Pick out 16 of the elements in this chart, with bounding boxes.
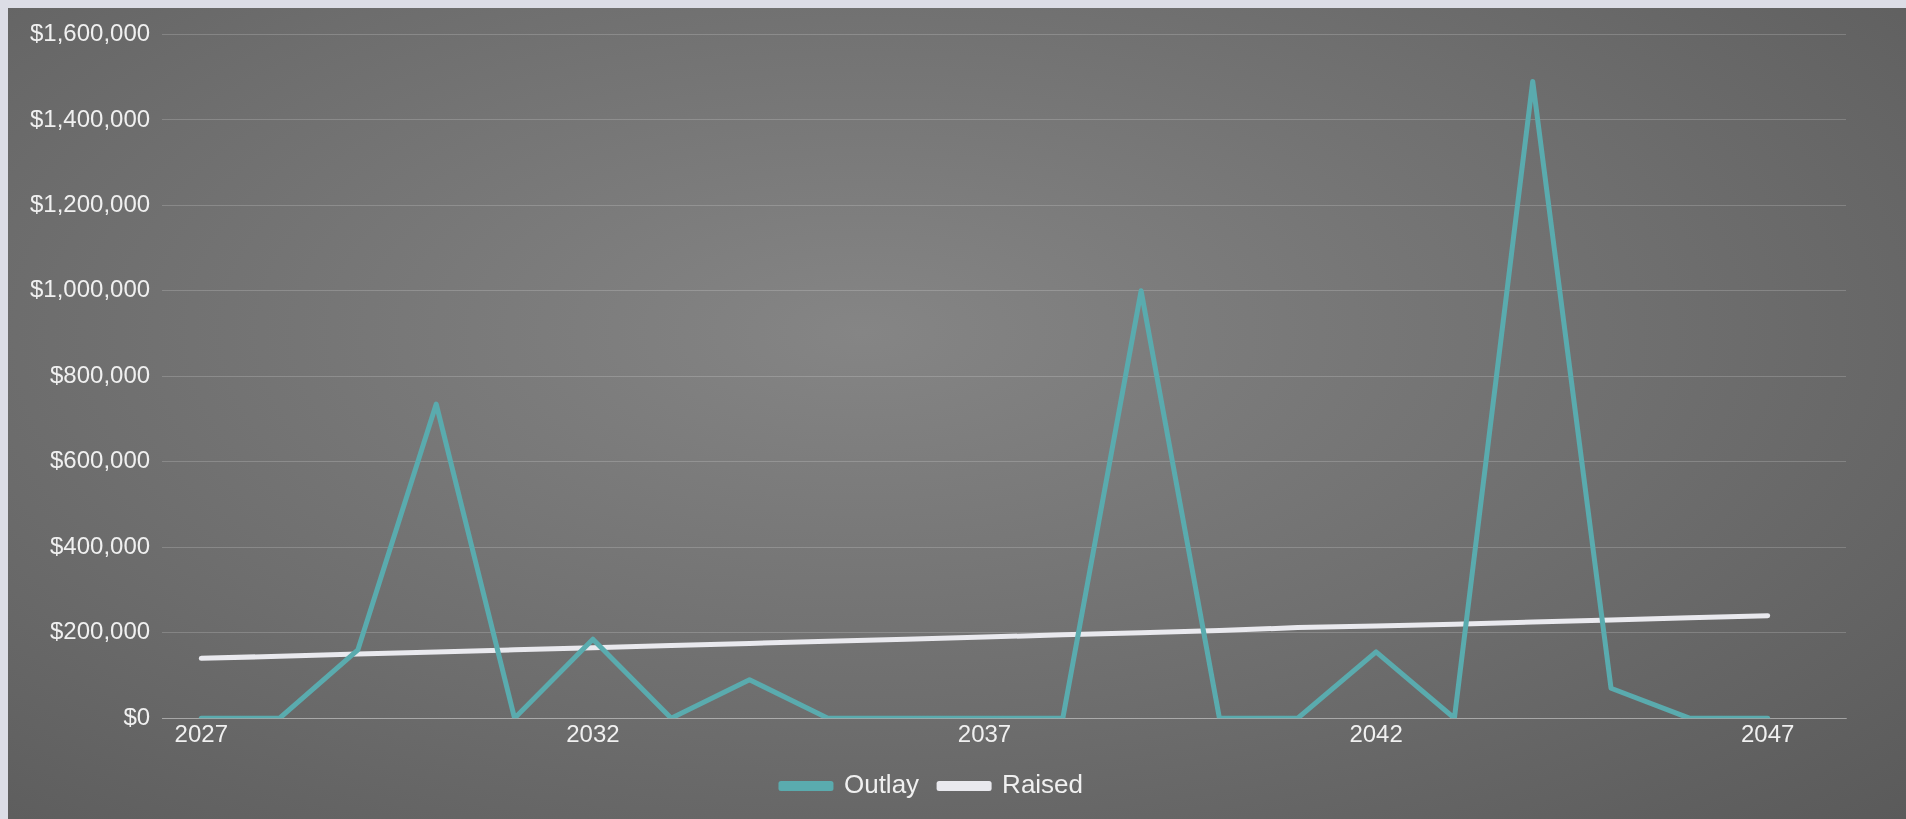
x-tick-label: 2027: [174, 720, 228, 748]
y-tick-label: $1,000,000: [29, 275, 151, 303]
y-tick-label: $200,000: [50, 617, 151, 645]
y-tick-label: $1,200,000: [29, 189, 151, 217]
y-tick-label: $0: [123, 702, 151, 730]
y-tick-label: $400,000: [50, 531, 151, 559]
legend-label: Outlay: [843, 769, 920, 800]
x-tick-label: 2037: [957, 720, 1012, 748]
y-tick-label: $800,000: [50, 360, 151, 388]
x-tick-label: 2042: [1349, 720, 1403, 748]
y-tick-label: $1,400,000: [29, 104, 151, 132]
y-tick-label: $600,000: [50, 446, 151, 474]
legend-label: Raised: [1002, 769, 1084, 800]
y-tick-label: $1,600,000: [29, 19, 151, 47]
x-tick-label: 2047: [1740, 720, 1795, 748]
x-tick-label: 2032: [566, 720, 620, 748]
